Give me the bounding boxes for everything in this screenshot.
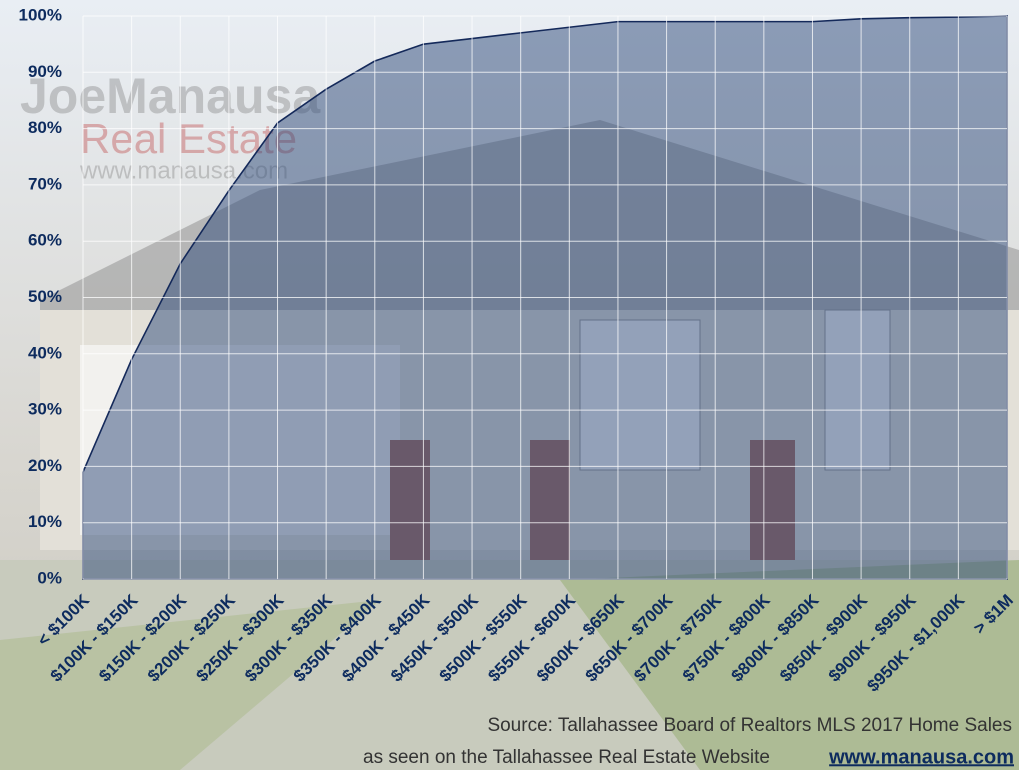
source-text: Source: Tallahassee Board of Realtors ML… xyxy=(487,715,1012,736)
y-tick-label: 50% xyxy=(28,287,62,306)
y-tick-label: 20% xyxy=(28,456,62,475)
y-tick-label: 60% xyxy=(28,231,62,250)
y-tick-label: 10% xyxy=(28,512,62,531)
watermark-text: JoeManausa xyxy=(20,68,321,124)
y-tick-label: 30% xyxy=(28,400,62,419)
y-tick-label: 80% xyxy=(28,118,62,137)
y-tick-label: 100% xyxy=(19,5,62,24)
y-tick-label: 70% xyxy=(28,174,62,193)
source-text: as seen on the Tallahassee Real Estate W… xyxy=(363,747,770,768)
y-tick-label: 40% xyxy=(28,343,62,362)
source-link[interactable]: www.manausa.com xyxy=(828,746,1014,768)
y-tick-label: 0% xyxy=(37,568,62,587)
y-tick-label: 90% xyxy=(28,62,62,81)
